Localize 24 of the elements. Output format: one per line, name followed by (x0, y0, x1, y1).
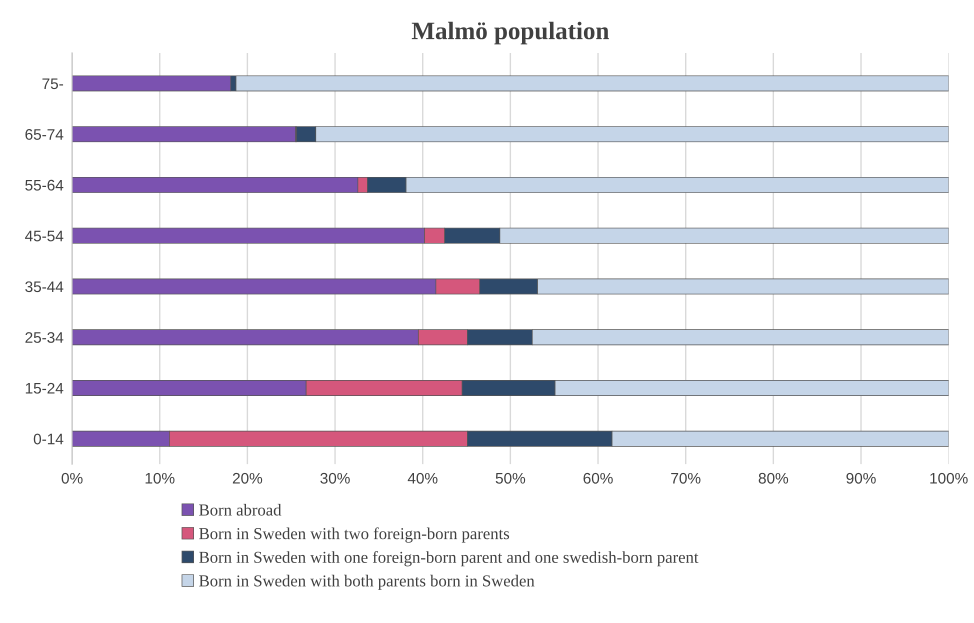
y-tick-label: 0-14 (34, 434, 64, 444)
x-tick-label: 60% (584, 472, 613, 484)
x-tick-label: 100% (930, 472, 968, 484)
legend-label: Born abroad (199, 504, 282, 516)
y-tick-label: 55-64 (25, 180, 64, 191)
x-tick-label: 90% (846, 472, 876, 484)
legend-label: Born in Sweden with one foreign-born parent and one swedish-born parent (199, 551, 698, 566)
y-tick-label: 65-74 (25, 129, 64, 140)
y-tick-label: 75- (42, 78, 64, 90)
x-tick-label: 30% (320, 472, 350, 484)
x-tick-label: 10% (146, 472, 174, 484)
chart-title: Malmö population (412, 22, 609, 44)
x-tick-label: 50% (496, 472, 526, 484)
x-tick-label: 80% (758, 472, 788, 484)
y-tick-label: 35-44 (25, 281, 64, 292)
y-tick-label: 15-24 (26, 382, 64, 394)
y-tick-label: 25-34 (25, 332, 64, 343)
x-tick-label: 40% (408, 472, 438, 484)
x-tick-label: 20% (232, 472, 262, 484)
legend-label: Born in Sweden with two foreign-born parents (199, 527, 510, 543)
legend-label: Born in Sweden with both parents born in Sweden (199, 574, 534, 590)
x-tick-label: 70% (671, 472, 700, 484)
x-tick-label: 0% (62, 472, 83, 484)
y-tick-label: 45-54 (25, 230, 64, 242)
